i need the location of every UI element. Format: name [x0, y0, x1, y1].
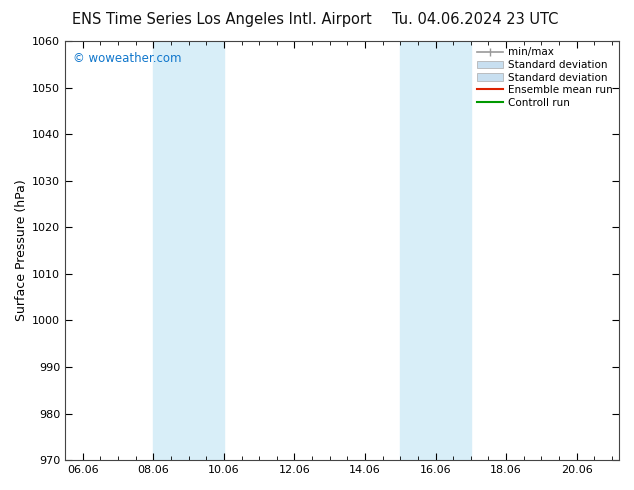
Text: © woweather.com: © woweather.com [74, 51, 182, 65]
Legend: min/max, Standard deviation, Standard deviation, Ensemble mean run, Controll run: min/max, Standard deviation, Standard de… [472, 43, 617, 112]
Bar [153, 41, 224, 460]
Text: ENS Time Series Los Angeles Intl. Airport: ENS Time Series Los Angeles Intl. Airpor… [72, 12, 372, 27]
Text: Tu. 04.06.2024 23 UTC: Tu. 04.06.2024 23 UTC [392, 12, 559, 27]
Bar [400, 41, 471, 460]
Y-axis label: Surface Pressure (hPa): Surface Pressure (hPa) [15, 180, 28, 321]
